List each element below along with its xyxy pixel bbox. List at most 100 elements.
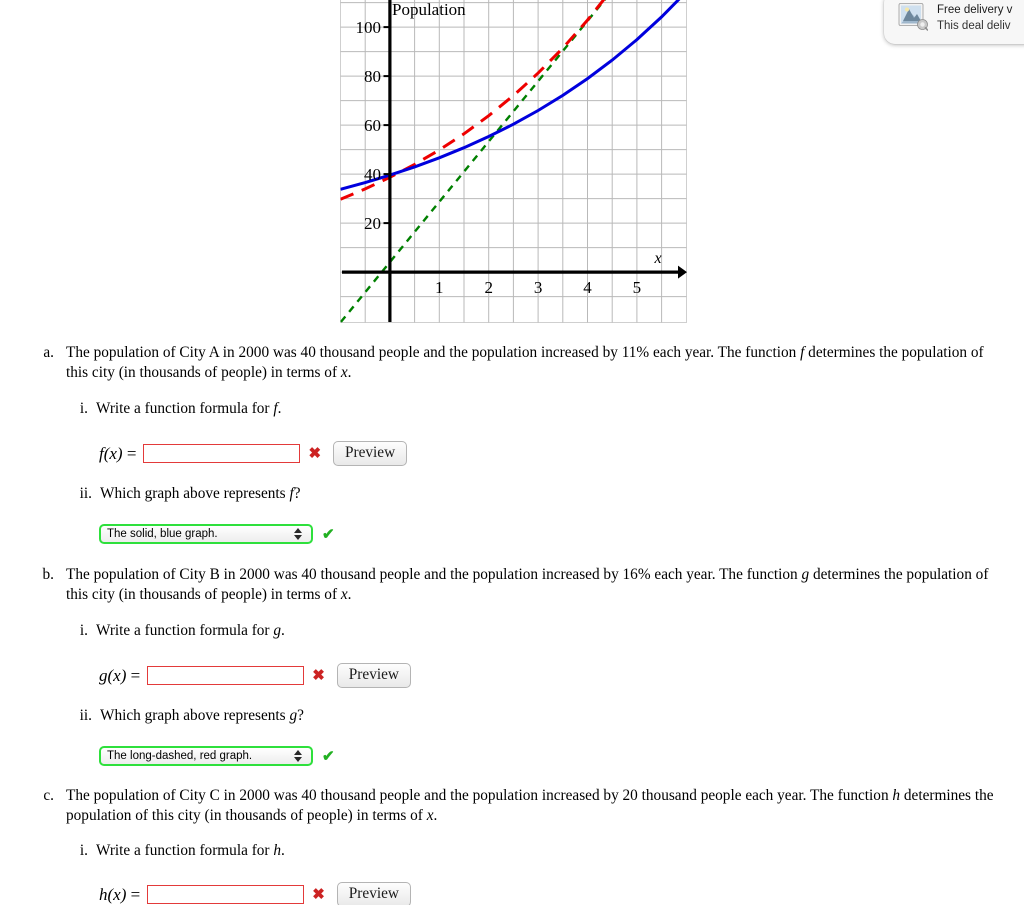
part-a-sub-i-text: Write a function formula for f. — [96, 400, 281, 417]
population-graph: 100 80 60 40 20 1 2 3 4 5 x Population — [340, 0, 687, 323]
part-a-sub-i-var: f — [273, 400, 278, 417]
part-a-sub-ii: ii. Which graph above represents f? — [74, 485, 301, 503]
notification-text: Free delivery v This deal deliv — [937, 2, 1012, 34]
part-a-incorrect-icon: ✖ — [308, 445, 322, 462]
part-a-answer-input[interactable] — [143, 444, 301, 463]
part-c-answer-input[interactable] — [147, 885, 305, 904]
part-b-graph-select-value: The long-dashed, red graph. — [107, 750, 253, 762]
part-a-sub-i: i. Write a function formula for f. — [74, 400, 282, 418]
part-c-sub-i-text-1: Write a function formula for — [96, 842, 274, 859]
part-a-function-label: f(x) = — [99, 444, 136, 464]
part-c-text-3: . — [433, 806, 438, 824]
part-c-incorrect-icon: ✖ — [312, 886, 325, 903]
part-a-sub-i-text-2: . — [277, 400, 282, 417]
part-b-graph-select[interactable]: The long-dashed, red graph. — [99, 746, 313, 766]
svg-text:3: 3 — [534, 278, 543, 297]
part-c-answer-row: h(x) = ✖ Preview — [99, 882, 411, 905]
part-b-answer-row: g(x) = ✖ Preview — [99, 663, 411, 688]
part-c-text-1: The population of City C in 2000 was 40 … — [66, 787, 893, 804]
part-a-preview-button[interactable]: Preview — [333, 441, 408, 466]
part-c-equals: = — [130, 884, 141, 904]
graph-title: Population — [392, 0, 466, 19]
part-b: b. The population of City B in 2000 was … — [32, 565, 1004, 604]
part-b-select-row: The long-dashed, red graph. ✔ — [99, 746, 335, 766]
svg-text:40: 40 — [364, 165, 381, 184]
part-c-marker: c. — [43, 787, 54, 804]
part-c-var-h: h — [892, 787, 901, 804]
y-ticks — [383, 26, 390, 225]
svg-text:60: 60 — [364, 116, 381, 135]
part-b-sub-i-marker: i. — [79, 622, 88, 639]
part-a-sub-ii-text-2: ? — [293, 485, 301, 502]
part-a-sub-i-text-1: Write a function formula for — [96, 400, 274, 417]
svg-text:5: 5 — [633, 278, 642, 297]
part-a: a. The population of City A in 2000 was … — [32, 343, 1004, 382]
svg-text:4: 4 — [583, 278, 592, 297]
part-b-text-3: . — [347, 585, 352, 603]
part-c-fn-name: h(x) — [99, 884, 127, 904]
part-b-marker: b. — [42, 566, 54, 583]
part-b-correct-icon: ✔ — [322, 747, 335, 765]
part-a-equals: = — [126, 443, 137, 463]
stepper-arrows-icon[interactable] — [294, 749, 303, 763]
svg-text:1: 1 — [435, 278, 444, 297]
part-c-sub-i-marker: i. — [79, 842, 88, 859]
part-b-answer-input[interactable] — [147, 666, 305, 685]
part-a-graph-select[interactable]: The solid, blue graph. — [99, 524, 313, 544]
part-a-var-x: x — [340, 363, 348, 381]
part-b-incorrect-icon: ✖ — [312, 667, 325, 684]
part-a-text: The population of City A in 2000 was 40 … — [66, 343, 1004, 382]
part-a-answer-row: f(x) = ✖ Preview — [99, 441, 408, 466]
y-tick-labels: 100 80 60 40 20 — [356, 18, 382, 233]
part-b-var-g: g — [801, 566, 810, 583]
part-b-sub-i-text-2: . — [281, 622, 285, 639]
part-b-function-label: g(x) = — [99, 666, 140, 686]
part-a-var-f: f — [800, 344, 805, 361]
part-a-sub-i-marker: i. — [79, 400, 88, 417]
part-b-sub-ii: ii. Which graph above represents g? — [74, 707, 304, 725]
notification-title: Free delivery v — [937, 4, 1013, 16]
part-b-sub-i-text: Write a function formula for g. — [96, 622, 285, 639]
part-a-sub-ii-text: Which graph above represents f? — [100, 485, 300, 502]
svg-text:20: 20 — [364, 214, 381, 233]
part-a-text-3: . — [347, 363, 352, 381]
part-a-sub-ii-text-1: Which graph above represents — [100, 485, 290, 502]
svg-text:2: 2 — [484, 278, 493, 297]
part-a-fn-name: f(x) — [99, 443, 123, 463]
part-b-sub-ii-text: Which graph above represents g? — [100, 707, 304, 724]
part-b-sub-ii-marker: ii. — [79, 707, 92, 724]
svg-text:80: 80 — [364, 67, 381, 86]
part-b-var-x: x — [340, 585, 348, 603]
part-a-correct-icon: ✔ — [322, 525, 335, 543]
population-graph-svg: 100 80 60 40 20 1 2 3 4 5 x — [340, 0, 687, 323]
stepper-arrows-icon[interactable] — [294, 527, 303, 541]
part-c-sub-i-text-2: . — [281, 842, 285, 859]
part-c-function-label: h(x) = — [99, 885, 140, 905]
mail-app-icon — [898, 2, 929, 32]
x-tick-labels: 1 2 3 4 5 — [435, 278, 641, 297]
part-c-sub-i-text: Write a function formula for h. — [96, 842, 285, 859]
series-h-green-line — [340, 0, 607, 323]
part-a-marker: a. — [43, 344, 54, 361]
part-b-fn-name: g(x) — [99, 665, 127, 685]
part-b-preview-button[interactable]: Preview — [336, 663, 411, 688]
notification-banner[interactable]: Free delivery v This deal deliv — [884, 0, 1024, 44]
part-b-equals: = — [130, 665, 141, 685]
part-a-sub-ii-var: f — [289, 485, 294, 502]
part-b-sub-i-text-1: Write a function formula for — [96, 622, 274, 639]
part-a-graph-select-value: The solid, blue graph. — [107, 528, 218, 540]
part-b-sub-ii-text-1: Which graph above represents — [100, 707, 290, 724]
part-c-preview-button[interactable]: Preview — [336, 882, 411, 905]
part-b-sub-ii-var: g — [289, 707, 298, 724]
part-a-select-row: The solid, blue graph. ✔ — [99, 524, 335, 544]
part-c-text: The population of City C in 2000 was 40 … — [66, 786, 1004, 825]
part-a-text-1: The population of City A in 2000 was 40 … — [66, 344, 801, 361]
part-c-var-x: x — [426, 806, 434, 824]
part-b-sub-i: i. Write a function formula for g. — [74, 622, 285, 640]
part-c-text-2: determines the population of this city (… — [66, 787, 994, 824]
part-a-sub-ii-marker: ii. — [79, 485, 92, 502]
series-f-blue-line — [340, 0, 681, 191]
part-b-sub-i-var: g — [273, 622, 282, 639]
x-axis-label: x — [653, 250, 661, 267]
